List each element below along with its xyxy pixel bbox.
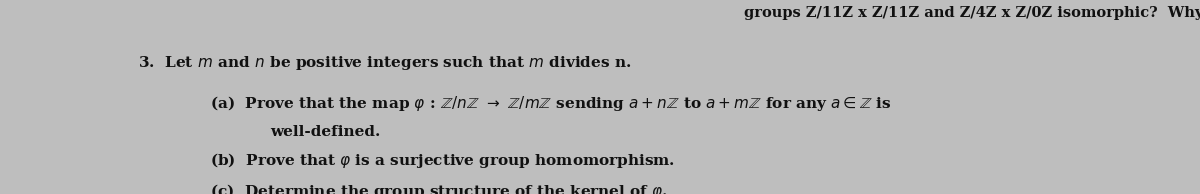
Text: (b)  Prove that $\varphi$ is a surjective group homomorphism.: (b) Prove that $\varphi$ is a surjective…: [210, 151, 676, 170]
Text: (c)  Determine the group structure of the kernel of $\varphi$.: (c) Determine the group structure of the…: [210, 182, 668, 194]
Text: groups Z/11Z x Z/11Z and Z/4Z x Z/0Z isomorphic?  Why or why not?: groups Z/11Z x Z/11Z and Z/4Z x Z/0Z iso…: [744, 6, 1200, 20]
Text: well-defined.: well-defined.: [270, 125, 380, 139]
Text: 3.  Let $m$ and $n$ be positive integers such that $m$ divides n.: 3. Let $m$ and $n$ be positive integers …: [138, 54, 631, 72]
Text: (a)  Prove that the map $\varphi$ : $\mathbb{Z}/n\mathbb{Z}$ $\rightarrow$ $\mat: (a) Prove that the map $\varphi$ : $\mat…: [210, 94, 892, 113]
